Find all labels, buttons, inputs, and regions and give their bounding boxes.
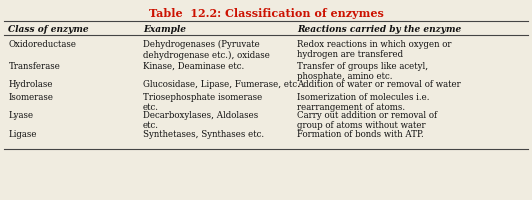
Text: Transferase: Transferase: [9, 62, 60, 71]
Text: Addition of water or removal of water: Addition of water or removal of water: [297, 80, 461, 89]
Text: Reactions carried by the enzyme: Reactions carried by the enzyme: [297, 24, 462, 33]
Text: Transfer of groups like acetyl,
phosphate, amino etc.: Transfer of groups like acetyl, phosphat…: [297, 62, 428, 81]
Text: Triosephosphate isomerase
etc.: Triosephosphate isomerase etc.: [143, 93, 262, 112]
Text: Example: Example: [143, 24, 186, 33]
Text: Isomerization of molecules i.e.
rearrangement of atoms.: Isomerization of molecules i.e. rearrang…: [297, 93, 430, 112]
Text: Carry out addition or removal of
group of atoms without water: Carry out addition or removal of group o…: [297, 110, 437, 130]
Text: Oxidoreductase: Oxidoreductase: [9, 40, 77, 49]
Text: Decarboxylases, Aldolases
etc.: Decarboxylases, Aldolases etc.: [143, 110, 258, 130]
Text: Ligase: Ligase: [9, 129, 37, 138]
Text: Lyase: Lyase: [9, 110, 34, 119]
Text: Glucosidase, Lipase, Fumerase, etc.: Glucosidase, Lipase, Fumerase, etc.: [143, 80, 300, 89]
Text: Kinase, Deaminase etc.: Kinase, Deaminase etc.: [143, 62, 244, 71]
Text: Class of enzyme: Class of enzyme: [9, 24, 89, 33]
Text: Dehydrogenases (Pyruvate
dehydrogenase etc.), oxidase: Dehydrogenases (Pyruvate dehydrogenase e…: [143, 40, 270, 59]
Text: Redox reactions in which oxygen or
hydrogen are transfered: Redox reactions in which oxygen or hydro…: [297, 40, 452, 59]
Text: Formation of bonds with ATP.: Formation of bonds with ATP.: [297, 129, 424, 138]
Text: Synthetases, Synthases etc.: Synthetases, Synthases etc.: [143, 129, 264, 138]
Text: Isomerase: Isomerase: [9, 93, 53, 101]
Text: Hydrolase: Hydrolase: [9, 80, 53, 89]
Text: Table  12.2: Classification of enzymes: Table 12.2: Classification of enzymes: [148, 8, 384, 19]
